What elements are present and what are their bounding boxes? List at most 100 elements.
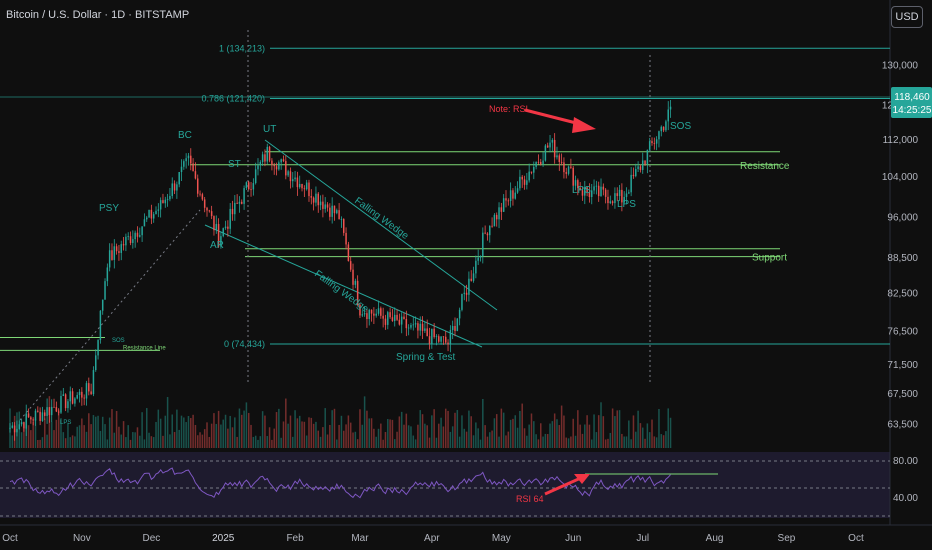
volume-bar bbox=[53, 430, 55, 448]
volume-bar bbox=[461, 415, 463, 448]
candle-body bbox=[326, 204, 329, 208]
candle-body bbox=[410, 324, 412, 328]
volume-bar bbox=[76, 426, 78, 448]
volume-bar bbox=[74, 436, 76, 448]
volume-bar bbox=[141, 412, 143, 448]
candle-body bbox=[271, 160, 273, 165]
volume-bar bbox=[410, 426, 412, 448]
candle-body bbox=[206, 207, 208, 211]
candle-body bbox=[533, 166, 535, 173]
volume-bar bbox=[18, 411, 21, 448]
candle-body bbox=[438, 336, 440, 342]
candle-body bbox=[544, 145, 547, 161]
volume-bar bbox=[222, 419, 224, 448]
volume-bar bbox=[60, 418, 62, 448]
candle-body bbox=[516, 188, 519, 193]
volume-bar bbox=[567, 438, 570, 448]
note-rsi-label: Note: RSI bbox=[489, 104, 528, 114]
volume-bar bbox=[648, 432, 651, 448]
volume-bar bbox=[210, 423, 213, 448]
candle-body bbox=[287, 171, 289, 176]
candle-body bbox=[669, 106, 672, 110]
volume-bar bbox=[653, 436, 656, 448]
candle-body bbox=[419, 323, 421, 331]
candle-body bbox=[361, 314, 364, 316]
candle-body bbox=[505, 198, 507, 201]
volume-bar bbox=[296, 418, 299, 448]
volume-bar bbox=[449, 431, 452, 448]
candle-body bbox=[71, 391, 74, 404]
candle-body bbox=[553, 139, 556, 158]
candle-body bbox=[261, 154, 264, 163]
volume-bar bbox=[238, 408, 241, 448]
candle-body bbox=[143, 219, 146, 227]
candle-body bbox=[30, 417, 32, 420]
volume-bar bbox=[342, 430, 345, 448]
candle-body bbox=[278, 162, 280, 170]
candle-body bbox=[493, 214, 496, 227]
candle-body bbox=[451, 325, 454, 331]
candle-body bbox=[595, 185, 598, 187]
currency-button[interactable]: USD bbox=[891, 6, 923, 28]
volume-bar bbox=[630, 439, 632, 448]
candle-body bbox=[368, 309, 370, 319]
candle-body bbox=[387, 312, 389, 325]
volume-bar bbox=[528, 424, 530, 448]
candle-body bbox=[665, 121, 667, 131]
y-tick-label: 130,000 bbox=[882, 60, 919, 71]
volume-bar bbox=[9, 408, 11, 448]
volume-bar bbox=[266, 436, 269, 448]
annotation-lps-2: LPS bbox=[617, 199, 636, 210]
volume-bar bbox=[34, 418, 37, 448]
candle-body bbox=[113, 246, 116, 260]
candle-body bbox=[354, 280, 357, 285]
volume-bar bbox=[611, 408, 614, 448]
volume-bar bbox=[303, 421, 306, 448]
candle-body bbox=[523, 179, 526, 185]
candle-body bbox=[88, 383, 90, 392]
candle-body bbox=[50, 406, 53, 416]
volume-bar bbox=[500, 408, 503, 448]
x-tick-label: Jul bbox=[636, 533, 649, 544]
volume-bar bbox=[16, 412, 18, 448]
volume-bar bbox=[512, 418, 514, 448]
candle-body bbox=[400, 316, 403, 325]
candle-body bbox=[468, 278, 470, 295]
candle-body bbox=[433, 328, 435, 337]
candle-body bbox=[565, 172, 568, 174]
volume-bar bbox=[312, 423, 315, 448]
volume-bar bbox=[143, 439, 146, 448]
candle-body bbox=[614, 193, 616, 204]
candle-body bbox=[224, 226, 227, 229]
candle-body bbox=[217, 223, 220, 247]
candle-body bbox=[78, 391, 81, 396]
volume-bar bbox=[39, 439, 41, 448]
volume-bar bbox=[317, 430, 320, 448]
volume-bar bbox=[326, 434, 329, 448]
volume-bar bbox=[438, 423, 440, 448]
volume-bar bbox=[609, 432, 612, 448]
x-tick-label: Aug bbox=[706, 533, 724, 544]
candle-body bbox=[162, 200, 164, 204]
volume-bar bbox=[454, 412, 456, 448]
rsi-line bbox=[9, 467, 671, 499]
volume-bar bbox=[442, 426, 445, 448]
candle-body bbox=[185, 158, 187, 162]
candle-body bbox=[192, 163, 194, 172]
volume-bar bbox=[264, 415, 266, 448]
candle-body bbox=[472, 273, 475, 281]
annotation-psy: PSY bbox=[99, 203, 119, 214]
volume-bar bbox=[118, 426, 120, 448]
rsi-pane bbox=[0, 452, 890, 518]
x-tick-label: Dec bbox=[142, 533, 160, 544]
candle-body bbox=[588, 191, 591, 198]
candle-body bbox=[398, 319, 401, 325]
candle-body bbox=[373, 313, 375, 316]
candle-body bbox=[347, 244, 350, 262]
candle-body bbox=[294, 177, 296, 180]
candle-body bbox=[521, 176, 523, 180]
candle-body bbox=[528, 171, 530, 181]
candle-body bbox=[602, 186, 605, 190]
candle-body bbox=[329, 207, 331, 217]
